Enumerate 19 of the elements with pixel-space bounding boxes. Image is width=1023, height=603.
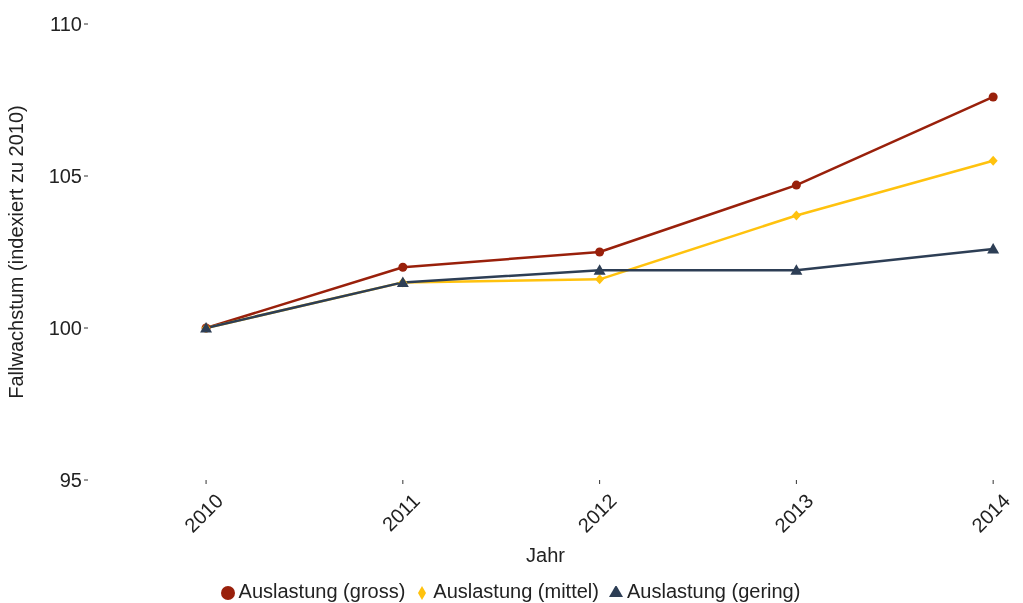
y-tick-label: 110 xyxy=(50,13,82,36)
y-tick-label: 105 xyxy=(48,165,82,188)
point xyxy=(595,247,605,257)
point xyxy=(593,264,606,275)
legend-label: Auslastung (gering) xyxy=(626,580,801,602)
point xyxy=(790,264,803,275)
y-tick-label: 100 xyxy=(48,317,82,340)
y-tick-label: 95 xyxy=(59,469,82,492)
point xyxy=(791,180,801,190)
x-axis-title: Jahr xyxy=(526,544,566,566)
point xyxy=(987,242,1000,254)
point xyxy=(988,92,998,102)
legend-label: Auslastung (mittel) xyxy=(433,580,599,602)
point xyxy=(791,210,801,221)
point xyxy=(595,274,605,285)
legend-label: Auslastung (gross) xyxy=(238,580,406,602)
y-axis-title: Fallwachstum (indexiert zu 2010) xyxy=(5,105,28,399)
point xyxy=(398,262,408,272)
point xyxy=(988,155,998,166)
